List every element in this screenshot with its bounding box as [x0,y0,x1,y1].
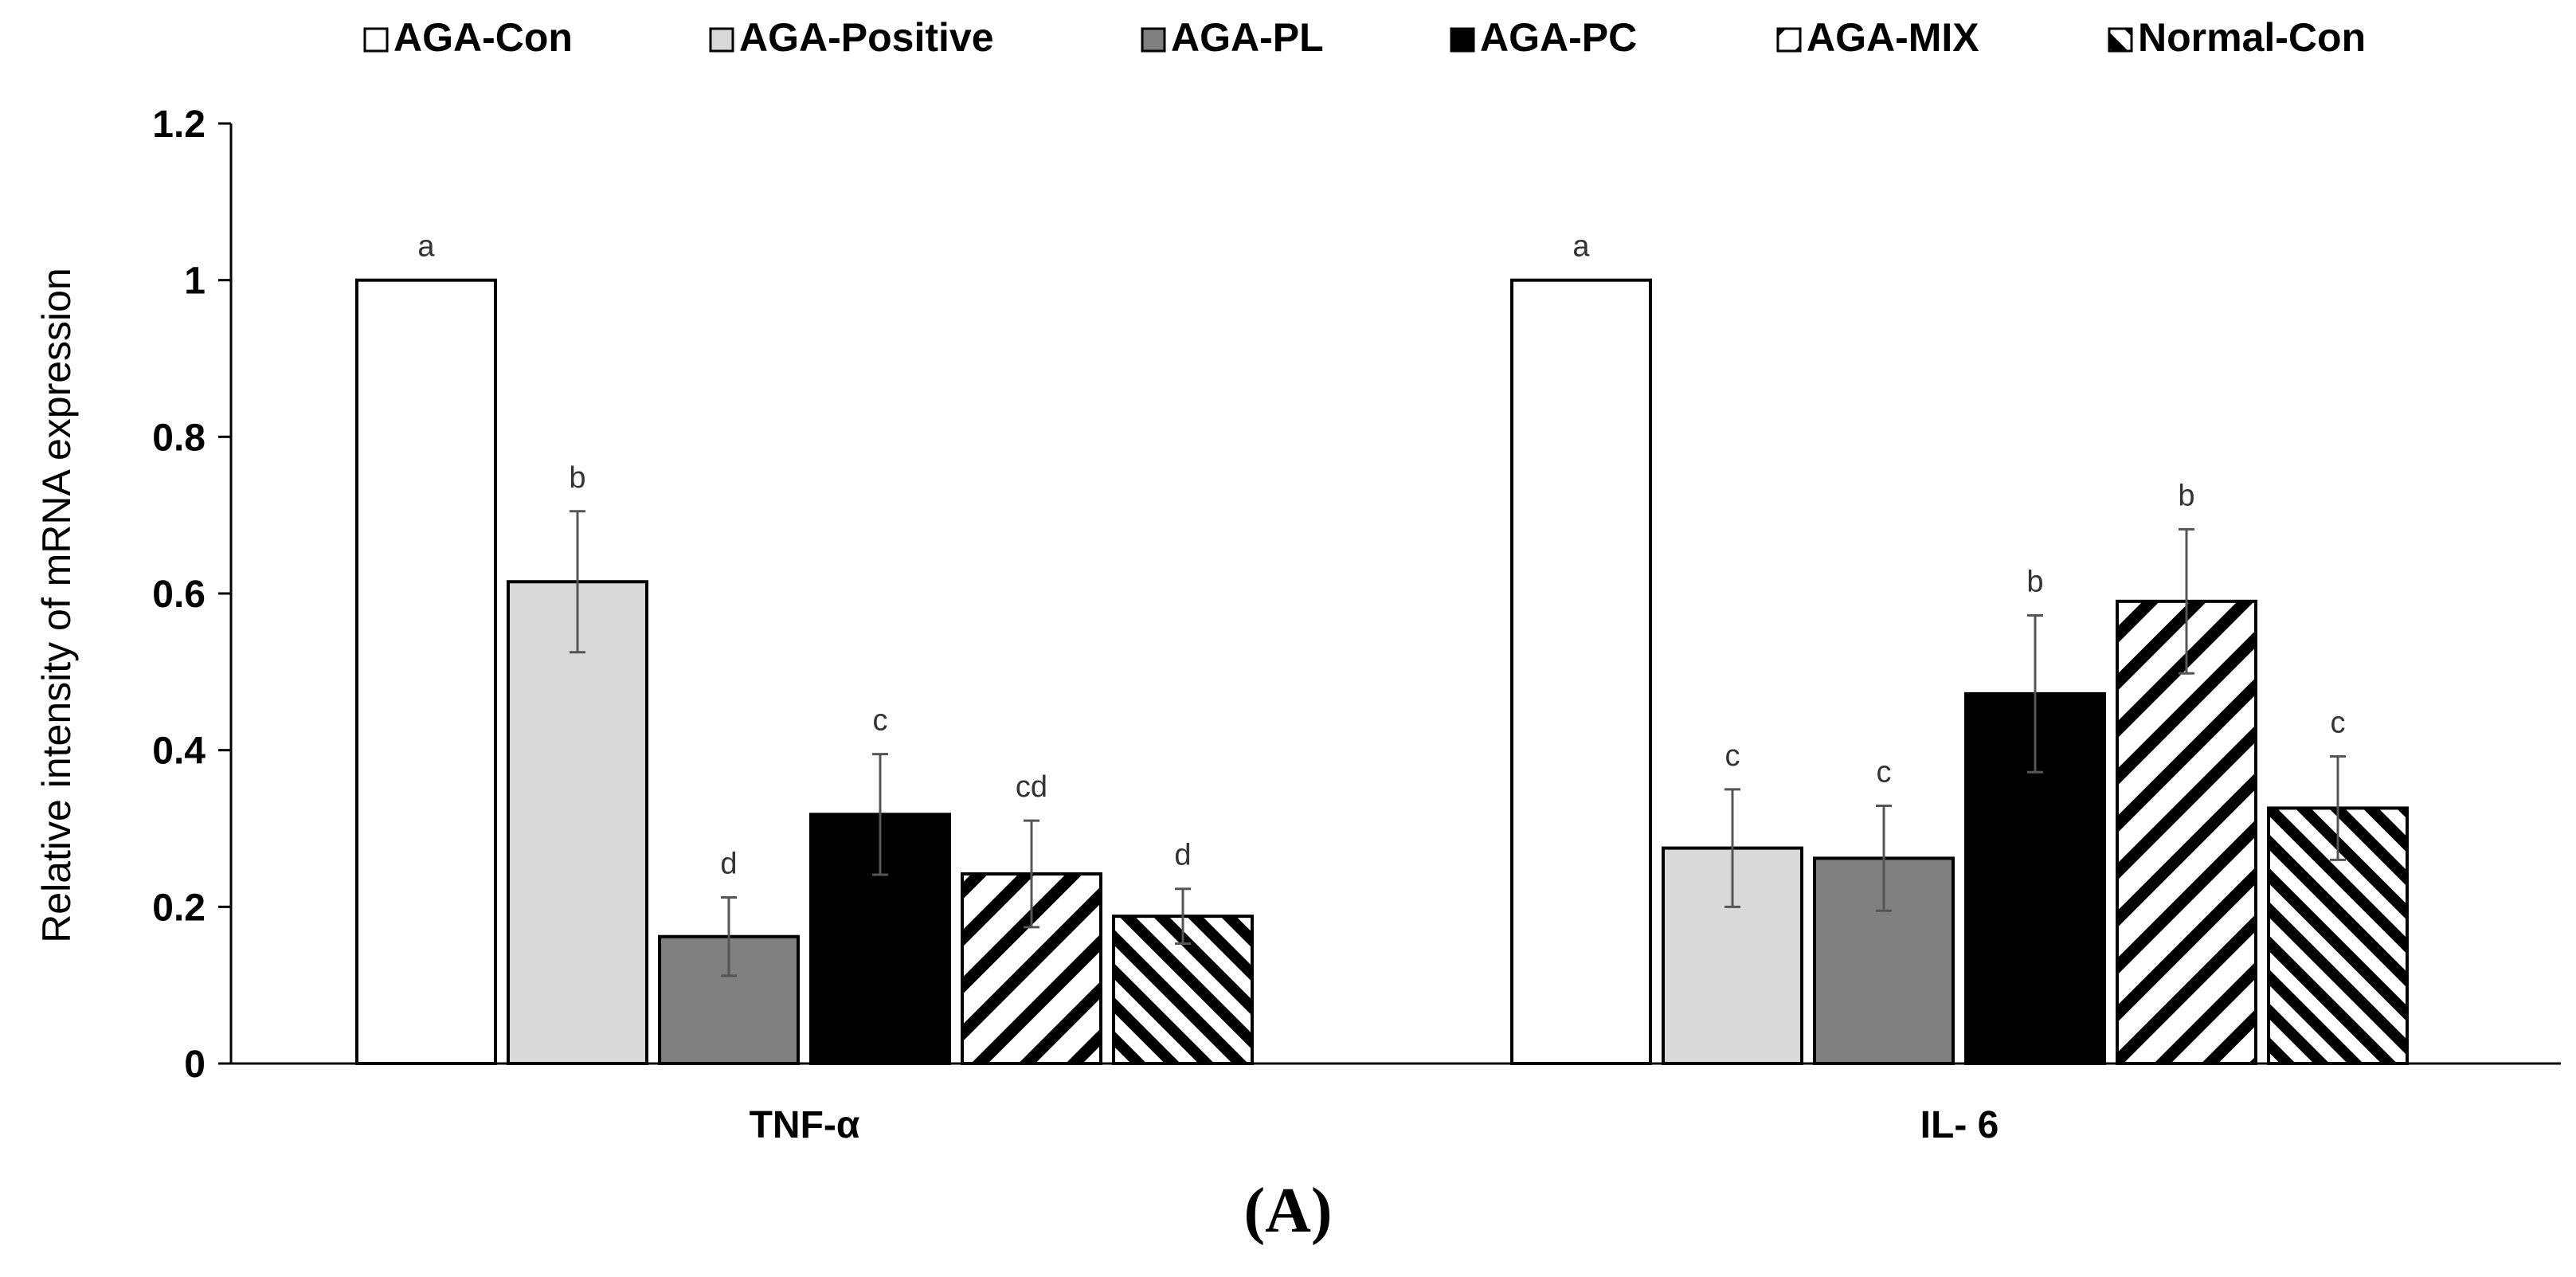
legend-label-aga-positive: AGA-Positive [739,15,994,60]
x-tick-label-tnf: TNF-α [750,1104,860,1146]
legend-label-aga-mix: AGA-MIX [1807,15,1979,60]
data-labels: a b d c cd d a c c b b c [417,230,2345,881]
bar-aga-con-il-6 [1510,278,1652,1065]
y-tick-label: 0.8 [152,417,206,459]
significance-label-aga-mix-il-6: b [2178,479,2194,512]
significance-label-aga-mix-tnf: cd [1016,770,1047,804]
y-tick-label: 0.6 [152,574,206,616]
legend-label-aga-pl: AGA-PL [1171,15,1324,60]
legend-label-aga-pc: AGA-PC [1480,15,1637,60]
legend-label-normal-con: Normal-Con [2138,15,2366,60]
bar-aga-mix-tnf [961,872,1102,1065]
legend-swatch-aga-positive [709,27,734,53]
x-tick-label-il-6: IL- 6 [1920,1104,1999,1146]
significance-label-aga-con-il-6: a [1572,230,1590,264]
legend-label-aga-con: AGA-Con [393,15,573,60]
significance-label-aga-positive-tnf: b [569,461,585,495]
significance-label-aga-con-tnf: a [417,230,435,264]
y-tick-label: 0.2 [152,887,206,929]
y-tick-label: 1.2 [152,104,206,146]
significance-label-aga-pl-il-6: c [1877,755,1892,789]
axes: 0 0.2 0.4 0.6 0.8 1 1.2 Relative intensity of m… [34,104,2561,1146]
y-tick-label: 1 [184,260,206,303]
legend-swatch-aga-mix [1776,27,1802,53]
legend-swatch-aga-pc [1450,27,1475,53]
significance-label-aga-pl-tnf: d [720,848,737,881]
significance-label-aga-positive-il-6: c [1725,739,1740,773]
bar-aga-positive-tnf [507,580,648,1065]
bar-aga-con-tnf [355,278,497,1065]
y-tick-label: 0 [184,1044,206,1086]
panel-label: (A) [1243,1176,1333,1246]
y-axis-title: Relative intensity of mRNA expression [34,268,79,943]
legend-swatch-normal-con [2108,27,2133,53]
bars [355,278,2409,1066]
significance-label-aga-pc-tnf: c [873,704,888,738]
significance-label-normal-con-il-6: c [2331,707,2346,740]
y-tick-label: 0.4 [152,731,206,773]
bar-aga-mix-il-6 [2116,599,2257,1065]
legend-swatch-aga-pl [1141,27,1166,53]
significance-label-normal-con-tnf: d [1174,839,1191,872]
legend: AGA-Con AGA-Positive AGA-PL AGA-PC AGA-MIX No… [363,15,2366,60]
legend-swatch-aga-con [363,27,389,53]
significance-label-aga-pc-il-6: b [2026,566,2043,599]
